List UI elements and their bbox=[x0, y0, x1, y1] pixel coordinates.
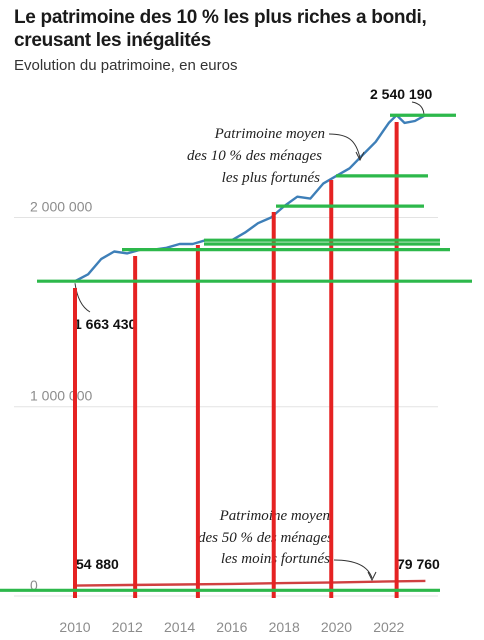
x-tick-label: 2012 bbox=[112, 619, 143, 635]
annotation-top10-leader bbox=[328, 133, 361, 159]
x-tick-label: 2010 bbox=[59, 619, 90, 635]
x-tick-label: 2020 bbox=[321, 619, 352, 635]
y-tick-label: 1 000 000 bbox=[30, 388, 92, 404]
annotation-top10-line: des 10 % des ménages bbox=[187, 148, 322, 164]
x-tick-label: 2022 bbox=[373, 619, 404, 635]
x-tick-label: 2018 bbox=[269, 619, 300, 635]
annotation-bottom50-leader bbox=[333, 559, 373, 579]
annotation-top10-line: Patrimoine moyen bbox=[214, 126, 325, 142]
annotation-bottom50-arrowhead bbox=[367, 571, 377, 582]
data-label: 54 880 bbox=[76, 556, 119, 572]
y-tick-label: 0 bbox=[30, 577, 38, 593]
annotation-top10-arrowhead bbox=[355, 151, 365, 162]
y-tick-label: 2 000 000 bbox=[30, 198, 92, 214]
annotation-bottom50-line: des 50 % des ménages bbox=[198, 530, 333, 546]
data-label: 2 540 190 bbox=[370, 86, 432, 102]
data-label: 79 760 bbox=[397, 556, 440, 572]
data-label: 1 663 430 bbox=[74, 316, 136, 332]
annotation-top10-line: les plus fortunés bbox=[222, 170, 320, 186]
series-line-2 bbox=[74, 579, 426, 587]
x-tick-label: 2016 bbox=[216, 619, 247, 635]
x-tick-label: 2014 bbox=[164, 619, 195, 635]
chart-subtitle: Evolution du patrimoine, en euros bbox=[14, 57, 238, 74]
data-label-leader bbox=[74, 283, 91, 313]
chart-title: Le patrimoine des 10 % les plus riches a… bbox=[14, 7, 427, 51]
